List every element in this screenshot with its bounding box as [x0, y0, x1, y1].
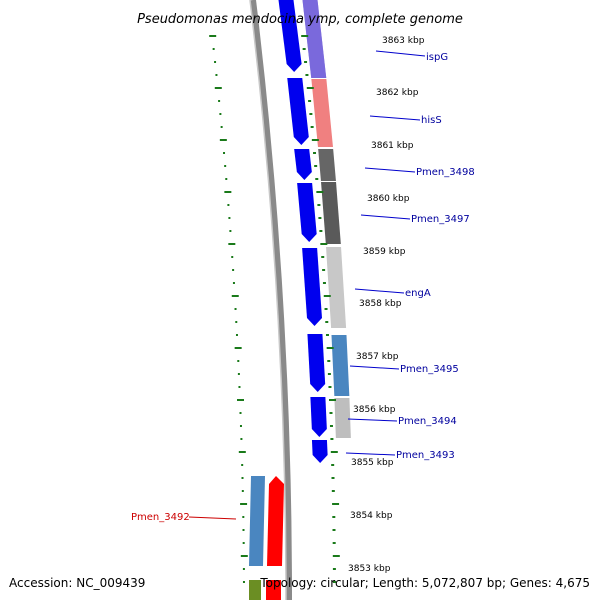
scale-label: 3855 kbp	[351, 458, 394, 468]
scale-label: 3857 kbp	[356, 352, 399, 362]
gene-block	[321, 182, 341, 244]
gene-label-pmen-3494: Pmen_3494	[398, 416, 457, 427]
leader-line	[345, 452, 396, 456]
gene-label-leaders	[188, 50, 426, 520]
gene-block	[326, 247, 347, 328]
leader-line	[360, 214, 411, 220]
forward-cds-arrow	[287, 78, 309, 145]
forward-cds-arrow	[307, 334, 326, 392]
leader-line	[354, 288, 405, 294]
lower-gene-track	[249, 476, 284, 600]
inner-tick-ring	[209, 35, 248, 583]
scale-label: 3856 kbp	[353, 405, 396, 415]
gene-label-pmen-3495: Pmen_3495	[400, 364, 459, 375]
genome-backbone	[249, 0, 292, 600]
gene-label-enga: engA	[405, 288, 431, 299]
scale-labels: 3863 kbp 3862 kbp 3861 kbp 3860 kbp 3859…	[348, 36, 425, 574]
scale-label: 3858 kbp	[359, 299, 402, 309]
gene-block-pmen-3495-like	[249, 476, 265, 566]
gene-label-ispg: ispG	[426, 52, 448, 63]
genome-summary-text: Topology: circular; Length: 5,072,807 bp…	[259, 576, 590, 590]
backbone-line	[250, 0, 292, 600]
forward-cds-arrow	[311, 440, 328, 463]
leader-line	[347, 418, 398, 422]
leader-line	[375, 50, 426, 57]
gene-label-hiss: hisS	[421, 115, 442, 126]
gene-label-pmen-3492: Pmen_3492	[131, 512, 190, 523]
gene-label-pmen-3497: Pmen_3497	[411, 214, 470, 225]
forward-cds-arrow	[297, 183, 317, 242]
forward-cds-arrow	[310, 397, 327, 437]
leader-line	[188, 516, 237, 520]
scale-label: 3854 kbp	[350, 511, 393, 521]
forward-cds-track	[278, 0, 328, 463]
leader-line	[364, 167, 416, 173]
backbone-highlight	[249, 0, 287, 600]
forward-cds-arrow	[294, 149, 312, 180]
gene-block	[311, 79, 333, 147]
scale-label: 3859 kbp	[363, 247, 406, 257]
leader-line	[349, 365, 400, 370]
gene-block-bottom	[249, 580, 261, 600]
gene-labels: ispG hisS Pmen_3498 Pmen_3497 engA Pmen_…	[131, 52, 475, 523]
scale-label: 3863 kbp	[382, 36, 425, 46]
scale-tick-ring	[301, 35, 340, 583]
scale-label: 3860 kbp	[367, 194, 410, 204]
gene-block	[318, 149, 336, 181]
scale-label: 3861 kbp	[371, 141, 414, 151]
forward-cds-arrow	[302, 248, 322, 326]
gene-color-track	[302, 0, 351, 438]
gene-block	[334, 398, 351, 438]
gene-block-bottom-red	[266, 580, 281, 600]
page-title: Pseudomonas mendocina ymp, complete geno…	[137, 12, 463, 27]
gene-label-pmen-3498: Pmen_3498	[416, 167, 475, 178]
gene-block-shade	[302, 0, 327, 78]
gene-label-pmen-3493: Pmen_3493	[396, 450, 455, 461]
scale-label: 3853 kbp	[348, 564, 391, 574]
scale-label: 3862 kbp	[376, 88, 419, 98]
leader-line	[369, 115, 421, 121]
gene-block	[331, 335, 350, 396]
gene-arrow-pmen-3492	[267, 476, 284, 566]
forward-cds-arrow	[278, 0, 302, 72]
accession-text: Accession: NC_009439	[9, 576, 145, 590]
